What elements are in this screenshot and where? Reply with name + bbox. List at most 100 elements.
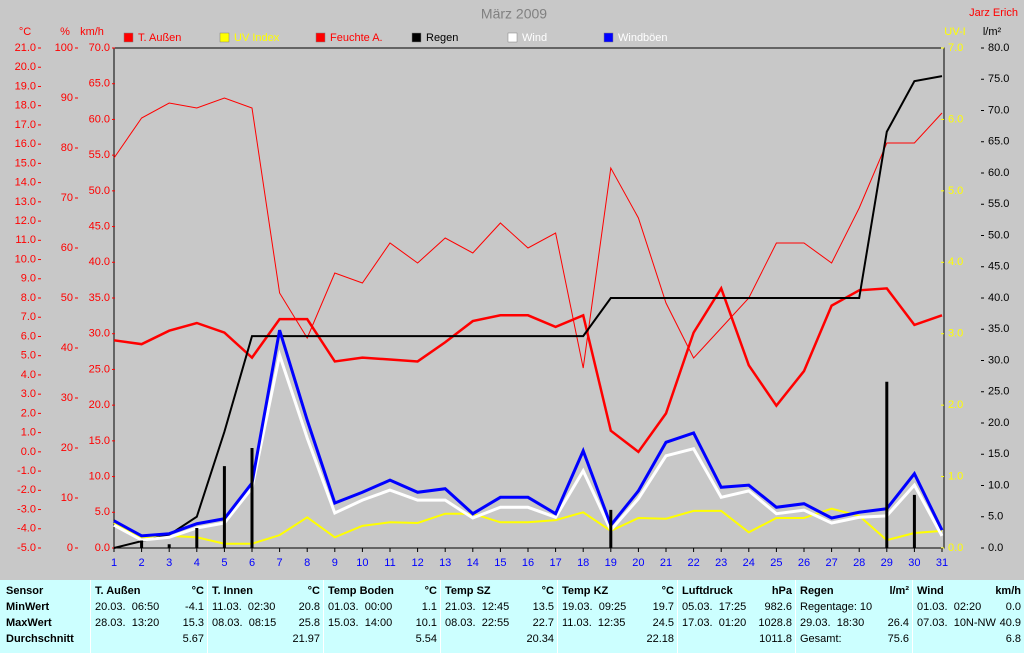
axis-title: °C [19, 26, 31, 38]
y-tick-label: 50.0 [988, 229, 1009, 241]
table-cell: 75.6 [887, 633, 909, 645]
legend-label: Wind [522, 32, 547, 44]
table-cell: 0.0 [1005, 601, 1021, 613]
table-cell: 24.5 [652, 617, 674, 629]
x-tick-label: 5 [221, 557, 227, 569]
table-cell: 01.03. 02:20 [917, 601, 982, 613]
y-tick-label: 10.0 [89, 470, 110, 482]
column-name: T. Außen [95, 585, 141, 597]
column-unit: km/h [995, 585, 1021, 597]
legend-label: Feuchte A. [330, 32, 383, 44]
y-tick-label: 8.0 [21, 292, 36, 304]
x-tick-label: 31 [936, 557, 948, 569]
x-tick-label: 21 [660, 557, 672, 569]
x-tick-label: 24 [743, 557, 755, 569]
y-tick-label: 15.0 [988, 448, 1009, 460]
column-name: Temp SZ [445, 585, 491, 597]
y-tick-label: 0.0 [988, 542, 1003, 554]
chart-title: März 2009 [481, 6, 547, 22]
chart: März 2009 Jarz Erich °C -5.0 -4.0 -3.0 -2.0 -… [15, 6, 1018, 569]
y-tick-label: 60.0 [988, 167, 1009, 179]
table-cell: 11.03. 02:30 [212, 601, 276, 613]
y-tick-label: 80 [61, 142, 73, 154]
table-cell: 08.03. 08:15 [212, 617, 277, 629]
column-unit: hPa [771, 585, 792, 597]
y-tick-label: 1.0 [21, 427, 36, 439]
y-tick-label: 12.0 [15, 215, 36, 227]
legend-swatch [315, 32, 326, 43]
x-tick-label: 18 [577, 557, 589, 569]
y-tick-label: 15.0 [89, 435, 110, 447]
table-cell: Gesamt: [800, 633, 842, 645]
x-tick-label: 26 [798, 557, 810, 569]
y-tick-label: 7.0 [21, 311, 36, 323]
y-tick-label: 55.0 [988, 198, 1009, 210]
row-label: Sensor [6, 585, 44, 597]
column-unit: °C [424, 585, 437, 597]
x-tick-label: 2 [139, 557, 145, 569]
table-cell: 26.4 [887, 617, 909, 629]
table-cell: 5.67 [182, 633, 204, 645]
table-column: Temp KZ °C 19.03. 09:25 19.7 11.03. 12:35 24.… [557, 580, 677, 653]
x-tick-label: 9 [332, 557, 338, 569]
x-tick-label: 30 [908, 557, 920, 569]
author: Jarz Erich [969, 7, 1018, 19]
legend-label: Regen [426, 32, 458, 44]
y-tick-label: 60 [61, 242, 73, 254]
rain-bar [167, 544, 171, 548]
column-unit: l/m² [889, 585, 909, 597]
column-name: Regen [800, 585, 834, 597]
table-cell: 19.7 [652, 601, 674, 613]
y-tick-label: 5.0 [95, 506, 110, 518]
table-cell: 25.8 [298, 617, 320, 629]
table-cell: 5.54 [415, 633, 437, 645]
y-tick-label: 30 [61, 392, 73, 404]
y-tick-label: 21.0 [15, 42, 36, 54]
series-line [113, 285, 943, 454]
column-name: T. Innen [212, 585, 253, 597]
row-label: MaxWert [6, 617, 52, 629]
table-cell: 01.03. 00:00 [328, 601, 393, 613]
y-tick-label: 100 [55, 42, 73, 54]
x-tick-label: 3 [166, 557, 172, 569]
row-label: MinWert [6, 601, 50, 613]
y-tick-label: 15.0 [15, 157, 36, 169]
table-cell: 13.5 [532, 601, 554, 613]
column-unit: °C [541, 585, 554, 597]
y-tick-label: 13.0 [15, 196, 36, 208]
y-tick-label: 4.0 [21, 369, 36, 381]
y-tick-label: 17.0 [15, 119, 36, 131]
y-tick-label: 5.0 [948, 185, 963, 197]
x-tick-label: 29 [881, 557, 893, 569]
row-label-column: Sensor MinWert MaxWert Durchschnitt [0, 580, 90, 653]
y-tick-label: 6.0 [948, 113, 963, 125]
table-cell: 1.1 [421, 601, 437, 613]
legend-label: Windböen [618, 32, 668, 44]
column-name: Luftdruck [682, 585, 733, 597]
table-cell: 07.03. 10N-NW [917, 617, 996, 629]
series-line [113, 75, 943, 549]
y-tick-label: 0.0 [21, 446, 36, 458]
y-tick-label: 10.0 [15, 253, 36, 265]
table-cell: 29.03. 18:30 [800, 617, 865, 629]
y-tick-label: 90 [61, 92, 73, 104]
y-tick-label: 30.0 [988, 354, 1009, 366]
y-tick-label: 40.0 [89, 256, 110, 268]
table-cell: 982.6 [764, 601, 792, 613]
y-tick-label: 14.0 [15, 177, 36, 189]
column-unit: °C [661, 585, 674, 597]
table-column: T. Innen °C 11.03. 02:30 20.8 08.03. 08:15 25… [207, 580, 323, 653]
table-cell: 10.1 [415, 617, 437, 629]
y-tick-label: 16.0 [15, 138, 36, 150]
rain-bar [885, 381, 889, 548]
axis-title: km/h [80, 26, 104, 38]
x-tick-label: 27 [825, 557, 837, 569]
x-tick-label: 15 [494, 557, 506, 569]
table-cell: 1011.8 [759, 633, 792, 645]
y-tick-label: 3.0 [21, 388, 36, 400]
legend-label: UV Index [234, 32, 280, 44]
table-column: Luftdruck hPa 05.03. 17:25 982.6 17.03. 01:2… [677, 580, 795, 653]
summary-table: Sensor MinWert MaxWert Durchschnitt T. Außen… [0, 580, 1024, 653]
axis-title: % [60, 26, 70, 38]
y-tick-label: 75.0 [988, 73, 1009, 85]
